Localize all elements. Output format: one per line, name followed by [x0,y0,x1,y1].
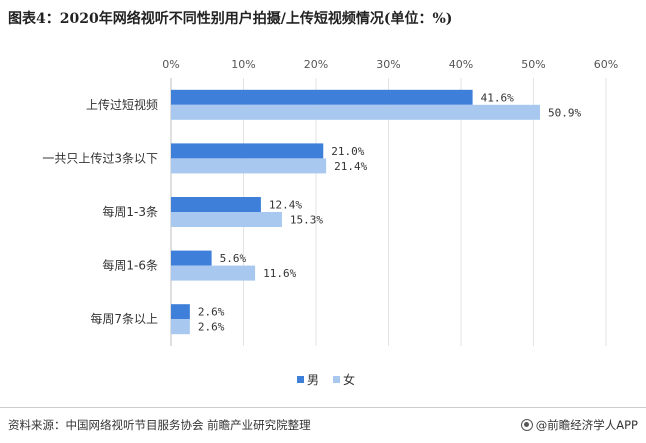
x-tick-label: 40% [449,58,473,71]
legend-label: 男 [307,373,319,387]
category-label: 每周1-6条 [102,258,158,273]
data-label: 12.4% [269,199,302,212]
bar-male [171,250,212,266]
data-label: 50.9% [548,106,581,119]
data-label: 5.6% [220,252,247,265]
category-label: 上传过短视频 [86,97,158,112]
legend-swatch [297,376,304,383]
x-tick-label: 60% [594,58,618,71]
bar-female [171,158,327,174]
bar-male [171,197,261,212]
bar-female [171,319,190,335]
data-label: 41.6% [481,91,514,104]
bar-male [171,143,324,159]
data-label: 21.4% [334,160,367,173]
data-label: 2.6% [198,321,225,334]
data-label: 11.6% [263,267,296,280]
legend-swatch [333,376,340,383]
brand-text: @前瞻经济学人APP [535,418,638,432]
chart-title: 图表4：2020年网络视听不同性别用户拍摄/上传短视频情况(单位：%) [8,11,453,27]
x-tick-label: 20% [304,58,328,71]
category-label: 每周7条以上 [90,311,158,326]
footer-divider [0,407,646,408]
bar-female [171,265,256,281]
x-tick-label: 10% [231,58,255,71]
x-axis-ticks: 0% 10% 20% 30% 40% 50% 60% [162,58,618,71]
data-labels: 41.6% 50.9% 21.0% 21.4% 12.4% 15.3% 5.6% 11.6% 2… [198,91,582,333]
category-label: 每周1-3条 [102,204,158,219]
bar-chart: 0% 10% 20% 30% 40% 50% 60% 上传过短视频一共只上传过3条以下每周1… [42,58,618,387]
data-label: 15.3% [290,214,323,227]
bar-male [171,304,190,320]
legend-label: 女 [343,372,355,387]
bar-female [171,104,541,120]
data-label: 21.0% [331,145,364,158]
bar-male [171,89,473,105]
legend: 男女 [297,372,355,387]
x-tick-label: 0% [162,58,179,71]
bar-female [171,212,282,227]
data-label: 2.6% [198,306,225,319]
bars [171,89,541,335]
brand-logo-icon [520,419,533,431]
category-label: 一共只上传过3条以下 [42,150,158,165]
x-tick-label: 50% [521,58,545,71]
x-tick-label: 30% [376,58,400,71]
source-note: 资料来源：中国网络视听节目服务协会 前瞻产业研究院整理 [8,418,311,432]
brand-credit: @前瞻经济学人APP [520,417,638,433]
